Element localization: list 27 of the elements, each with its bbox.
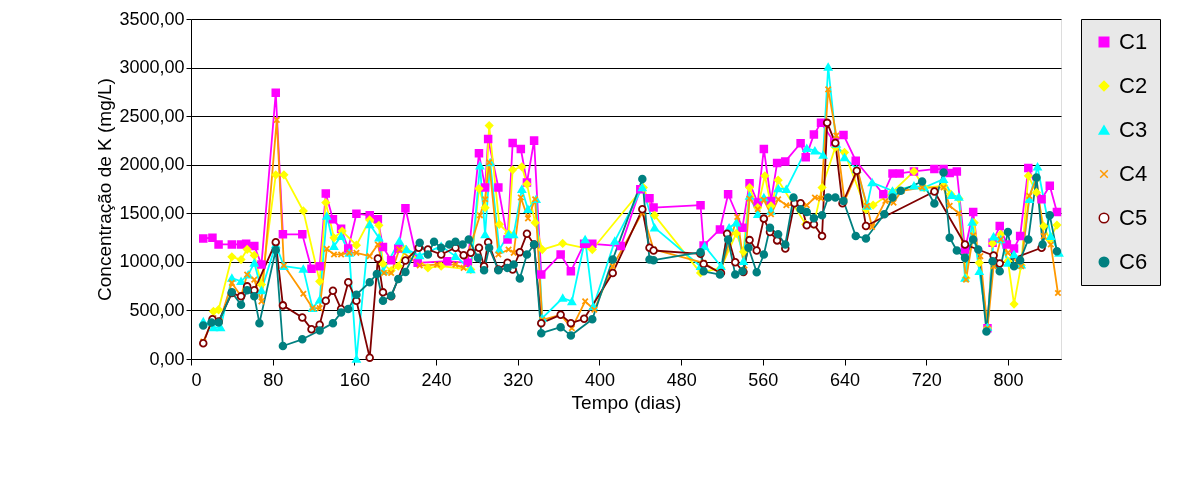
y-tick-label: 3500,00 — [119, 8, 185, 29]
x-tick-label: 640 — [830, 369, 861, 390]
x-tick-label: 800 — [993, 369, 1024, 390]
y-axis-title: Concentração de K (mg/L) — [94, 78, 116, 301]
x-tick-label: 480 — [666, 369, 697, 390]
legend-label: C5 — [1119, 205, 1148, 230]
y-tick-label: 500,00 — [129, 299, 185, 320]
legend-label: C4 — [1119, 161, 1148, 186]
x-tick-label: 320 — [503, 369, 534, 390]
x-tick-label: 560 — [748, 369, 779, 390]
x-tick-label: 0 — [191, 369, 202, 390]
x-axis-title: Tempo (dias) — [571, 391, 682, 413]
legend-label: C1 — [1119, 29, 1148, 54]
x-tick-label: 160 — [339, 369, 370, 390]
y-tick-label: 0,00 — [149, 348, 185, 369]
x-tick-label: 400 — [584, 369, 615, 390]
legend-label: C3 — [1119, 117, 1148, 142]
y-tick-label: 1000,00 — [119, 251, 185, 272]
legend-label: C6 — [1119, 249, 1148, 274]
x-tick-label: 80 — [263, 369, 284, 390]
x-tick-label: 720 — [911, 369, 942, 390]
y-tick-label: 1500,00 — [119, 202, 185, 223]
y-tick-label: 3000,00 — [119, 57, 185, 78]
y-tick-label: 2000,00 — [119, 154, 185, 175]
x-tick-label: 240 — [421, 369, 452, 390]
y-tick-label: 2500,00 — [119, 105, 185, 126]
legend-label: C2 — [1119, 73, 1148, 98]
